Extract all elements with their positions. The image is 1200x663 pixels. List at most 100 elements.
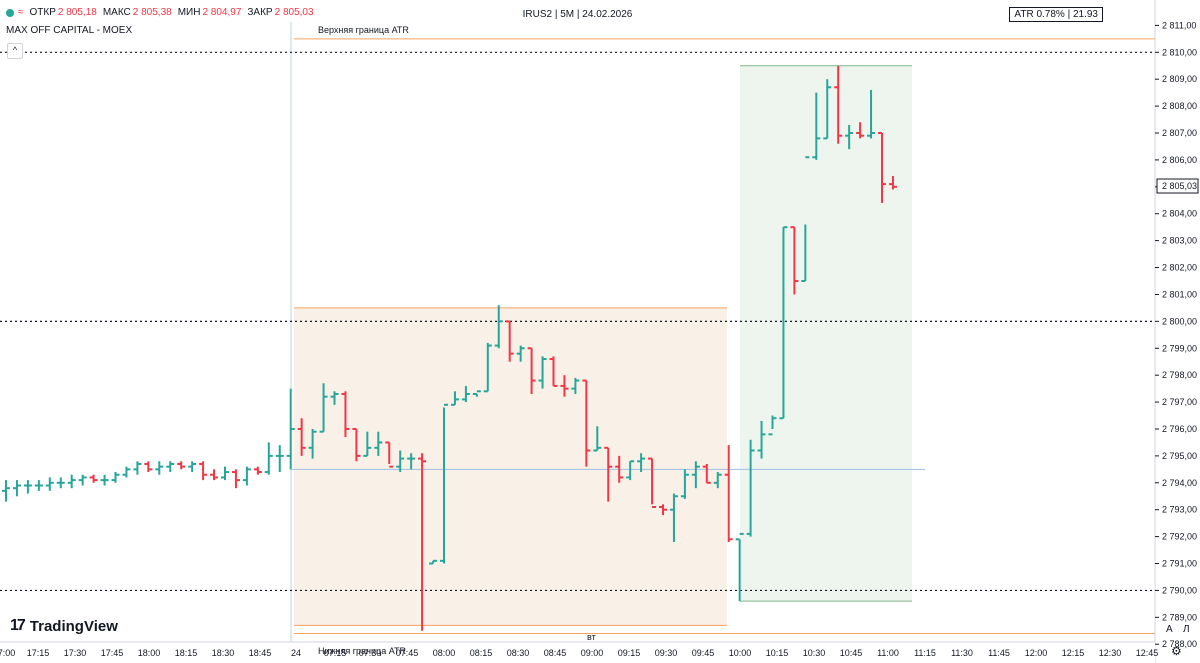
open-value: 2 805,18 [57, 7, 97, 18]
log-scale-button[interactable]: Л [1183, 624, 1190, 635]
ohlc-bar [56, 477, 65, 489]
auto-scale-button[interactable]: A [1166, 624, 1173, 635]
ohlc-bar [637, 453, 646, 473]
ohlc-bar [67, 474, 76, 489]
high-value: 2 805,38 [132, 7, 172, 18]
x-tick-label: 17:45 [101, 648, 124, 658]
y-tick-label: 2 791,00 [1162, 559, 1197, 569]
ohlc-bar [691, 461, 700, 489]
session-label: вт [587, 632, 596, 642]
ohlc-bar [385, 441, 394, 468]
atr-indicator-badge: ATR 0.78% | 21.93 [1009, 7, 1103, 22]
ohlc-bar [790, 226, 799, 295]
ohlc-bars [2, 65, 897, 631]
ohlc-bar [12, 480, 21, 497]
approx-icon[interactable]: ≈ [18, 7, 24, 18]
x-tick-label: 07:30 [359, 648, 382, 658]
y-tick-label: 2 794,00 [1162, 478, 1197, 488]
ohlc-bar [144, 461, 153, 473]
y-tick-label: 2 802,00 [1162, 263, 1197, 273]
x-tick-label: 11:15 [914, 648, 936, 658]
ohlc-bar [199, 461, 208, 481]
low-label: МИН [177, 7, 201, 18]
ohlc-bar [177, 461, 186, 470]
x-tick-label: 17:15 [27, 648, 50, 658]
ohlc-bar [527, 347, 536, 395]
ohlc-bar [122, 466, 131, 478]
ohlc-bar [34, 480, 43, 491]
ohlc-bar [407, 453, 416, 470]
y-tick-label: 2 788,00 [1162, 639, 1197, 649]
x-tick-label: 09:45 [692, 648, 715, 658]
ohlc-bar [659, 504, 667, 516]
ohlc-bar [801, 156, 810, 282]
y-tick-label: 2 808,00 [1162, 101, 1197, 111]
y-tick-label: 2 796,00 [1162, 424, 1197, 434]
ohlc-bar [888, 176, 897, 190]
ohlc-bar [374, 431, 383, 456]
x-tick-label: 11:00 [877, 648, 899, 658]
ohlc-bar [188, 461, 197, 473]
ohlc-bar [867, 89, 876, 139]
x-tick-label: 18:45 [249, 648, 272, 658]
collapse-legend-button[interactable]: ^ [7, 43, 23, 59]
x-tick-label: 08:45 [544, 648, 567, 658]
y-tick-label: 2 795,00 [1162, 451, 1197, 461]
ohlc-bar [516, 345, 525, 362]
y-tick-label: 2 811,00 [1162, 20, 1196, 30]
ohlc-bar [779, 226, 788, 420]
tradingview-logo[interactable]: 17 TradingView [10, 617, 118, 635]
ohlc-bar [308, 428, 317, 459]
x-tick-label: 10:15 [766, 648, 789, 658]
ohlc-bar [669, 493, 678, 542]
y-tick-label: 2 797,00 [1162, 397, 1197, 407]
ohlc-bar [231, 469, 240, 489]
ohlc-bar [845, 124, 854, 150]
ohlc-bar [286, 388, 295, 470]
y-tick-label: 2 807,00 [1162, 128, 1197, 138]
tradingview-mark-icon: 17 [10, 617, 26, 634]
price-axis-panel [1155, 0, 1200, 663]
time-axis-panel [0, 642, 1155, 663]
ohlc-bar [812, 92, 821, 160]
gear-icon[interactable]: ⚙ [1171, 644, 1182, 658]
y-tick-label: 2 801,00 [1162, 289, 1197, 299]
x-tick-label: 12:30 [1099, 648, 1122, 658]
ohlc-bar [472, 390, 481, 397]
ohlc-bar [2, 480, 10, 502]
tradingview-wordmark: TradingView [29, 617, 118, 635]
y-tick-label: 2 803,00 [1162, 236, 1197, 246]
ohlc-bar [111, 472, 120, 483]
ohlc-bar [45, 477, 54, 491]
ohlc-bar [297, 418, 306, 456]
x-tick-label: 12:00 [1025, 648, 1048, 658]
chart-title: IRUS2 | 5M | 24.02.2026 [522, 9, 633, 20]
legend-header: ≈ ОТКР 2 805,18 МАКС 2 805,38 МИН 2 804,… [0, 0, 1155, 26]
lower-atr-label: Нижняя граница ATR [318, 646, 407, 656]
x-tick-label: 09:15 [618, 648, 641, 658]
y-tick-label: 2 793,00 [1162, 505, 1197, 515]
symbol-subtitle: MAX OFF CAPITAL - MOEX [6, 25, 133, 36]
x-tick-label: 11:45 [988, 648, 1010, 658]
low-value: 2 804,97 [202, 7, 242, 18]
ohlc-bar [133, 461, 142, 475]
current-price-badge [1156, 178, 1199, 194]
ohlc-bar [330, 391, 339, 405]
ohlc-bar [100, 474, 109, 486]
y-tick-label: 2 790,00 [1162, 585, 1197, 595]
y-tick-label: 2 798,00 [1162, 370, 1197, 380]
ohlc-bar [23, 480, 32, 494]
ohlc-bar [242, 466, 251, 486]
x-tick-label: 11:30 [951, 648, 973, 658]
x-tick-label: 17:00 [0, 648, 15, 658]
x-tick-label: 07:15 [324, 648, 347, 658]
ohlc-bar [494, 305, 503, 349]
ohlc-bar [505, 320, 514, 362]
y-tick-label: 2 792,00 [1162, 532, 1197, 542]
x-tick-label: 12:45 [1136, 648, 1159, 658]
x-tick-label: 12:15 [1062, 648, 1085, 658]
ohlc-bar [757, 420, 766, 459]
x-tick-label: 10:00 [729, 648, 752, 658]
y-tick-label: 2 789,00 [1162, 612, 1197, 622]
